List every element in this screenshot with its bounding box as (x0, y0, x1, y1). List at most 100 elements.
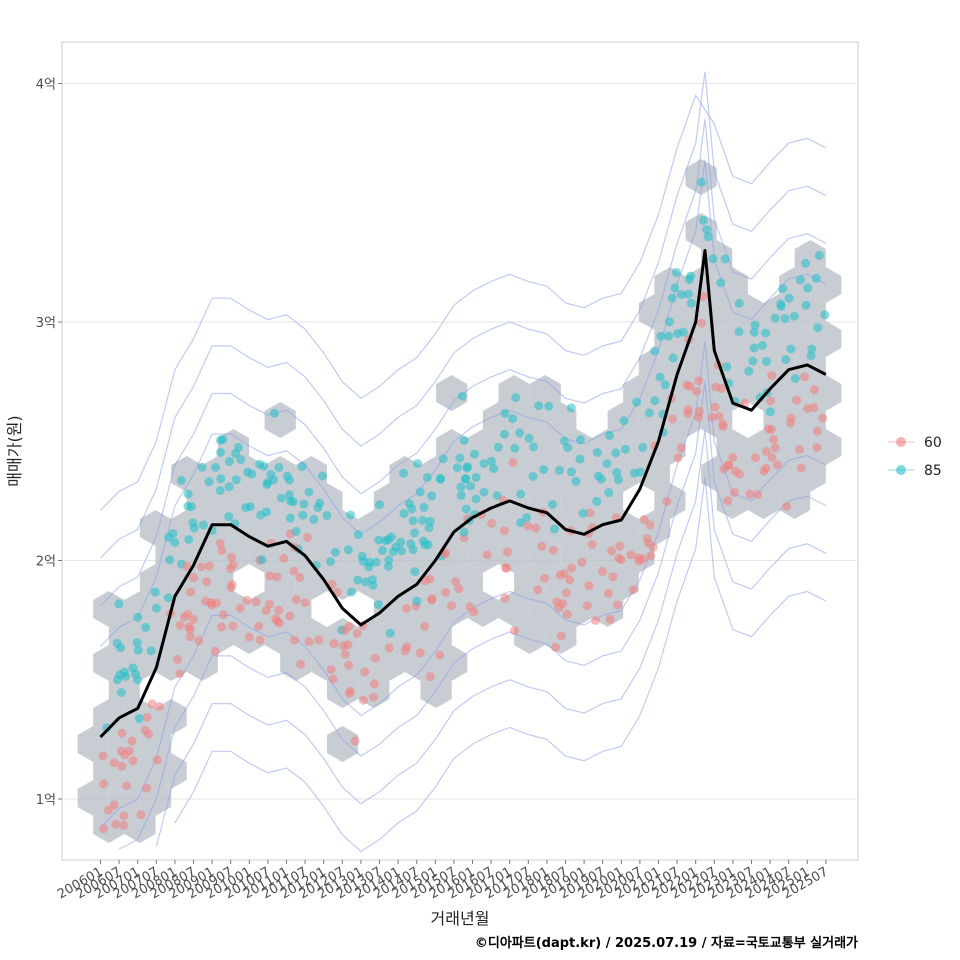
point-85 (128, 663, 138, 673)
point-60 (645, 520, 655, 530)
point-85 (211, 462, 220, 472)
point-85 (462, 462, 472, 472)
point-85 (686, 271, 696, 281)
point-60 (152, 755, 162, 765)
point-85 (786, 344, 796, 354)
point-85 (655, 372, 665, 382)
point-85 (611, 448, 621, 458)
point-60 (352, 628, 362, 638)
point-60 (626, 550, 636, 560)
point-60 (723, 496, 733, 506)
point-60 (729, 488, 739, 497)
point-60 (465, 602, 475, 612)
point-60 (117, 761, 127, 771)
point-60 (295, 573, 305, 582)
point-60 (584, 581, 594, 591)
point-85 (550, 524, 559, 534)
point-85 (479, 459, 489, 469)
point-60 (698, 292, 708, 302)
point-60 (235, 603, 245, 613)
point-60 (764, 424, 773, 434)
point-60 (523, 521, 533, 531)
point-85 (406, 539, 416, 549)
hex-bin (233, 510, 265, 546)
point-60 (358, 695, 368, 705)
point-60 (615, 541, 625, 551)
point-85 (298, 510, 308, 520)
point-85 (801, 300, 811, 310)
point-60 (648, 542, 658, 552)
point-85 (374, 600, 383, 610)
point-85 (361, 577, 370, 587)
point-85 (163, 593, 173, 603)
point-85 (770, 313, 780, 323)
hex-bin (467, 591, 499, 627)
point-60 (136, 810, 146, 820)
point-85 (716, 278, 726, 288)
point-60 (186, 587, 196, 597)
point-60 (582, 601, 592, 611)
point-85 (620, 444, 630, 454)
point-60 (328, 674, 338, 684)
point-85 (596, 474, 606, 484)
point-85 (134, 714, 144, 723)
point-85 (457, 391, 467, 401)
point-85 (330, 547, 340, 557)
point-60 (140, 725, 150, 735)
point-85 (456, 490, 466, 500)
point-85 (784, 293, 794, 303)
point-85 (734, 298, 744, 308)
point-60 (202, 577, 212, 587)
point-60 (753, 490, 763, 500)
point-85 (632, 397, 642, 407)
point-60 (244, 632, 254, 642)
y-axis: 1억 2억 3억 4억 (36, 78, 62, 808)
point-85 (266, 470, 276, 479)
point-60 (607, 546, 617, 556)
point-85 (215, 447, 225, 457)
legend-60-key (896, 437, 906, 447)
point-85 (635, 467, 645, 477)
point-60 (304, 637, 314, 647)
y-tick-label: 2억 (36, 555, 56, 570)
point-85 (555, 465, 564, 475)
point-60 (440, 549, 450, 559)
point-85 (285, 513, 295, 523)
point-85 (407, 504, 417, 514)
point-85 (378, 545, 388, 555)
point-60 (441, 588, 451, 597)
hex-bin (139, 564, 172, 600)
point-60 (500, 593, 510, 603)
point-60 (127, 736, 137, 746)
point-60 (770, 443, 780, 453)
point-85 (383, 535, 393, 545)
point-60 (548, 545, 558, 555)
point-85 (133, 675, 143, 685)
point-85 (133, 645, 143, 655)
point-60 (189, 573, 199, 583)
point-85 (224, 457, 234, 466)
point-85 (399, 468, 408, 478)
point-60 (210, 646, 220, 656)
point-85 (291, 527, 301, 536)
point-85 (734, 327, 744, 337)
point-60 (809, 402, 819, 412)
point-85 (686, 298, 696, 308)
point-85 (452, 463, 462, 473)
point-85 (262, 480, 272, 489)
point-60 (591, 616, 600, 625)
point-85 (116, 688, 126, 697)
hex-bins (77, 159, 842, 843)
point-60 (668, 414, 677, 424)
point-60 (204, 561, 214, 571)
point-60 (109, 800, 119, 810)
point-85 (315, 498, 325, 508)
point-60 (502, 563, 512, 573)
trend-line (99, 249, 827, 739)
point-60 (707, 412, 717, 422)
point-85 (696, 177, 706, 187)
point-60 (184, 622, 194, 632)
point-85 (257, 555, 267, 565)
point-85 (184, 535, 194, 544)
point-60 (812, 426, 822, 436)
